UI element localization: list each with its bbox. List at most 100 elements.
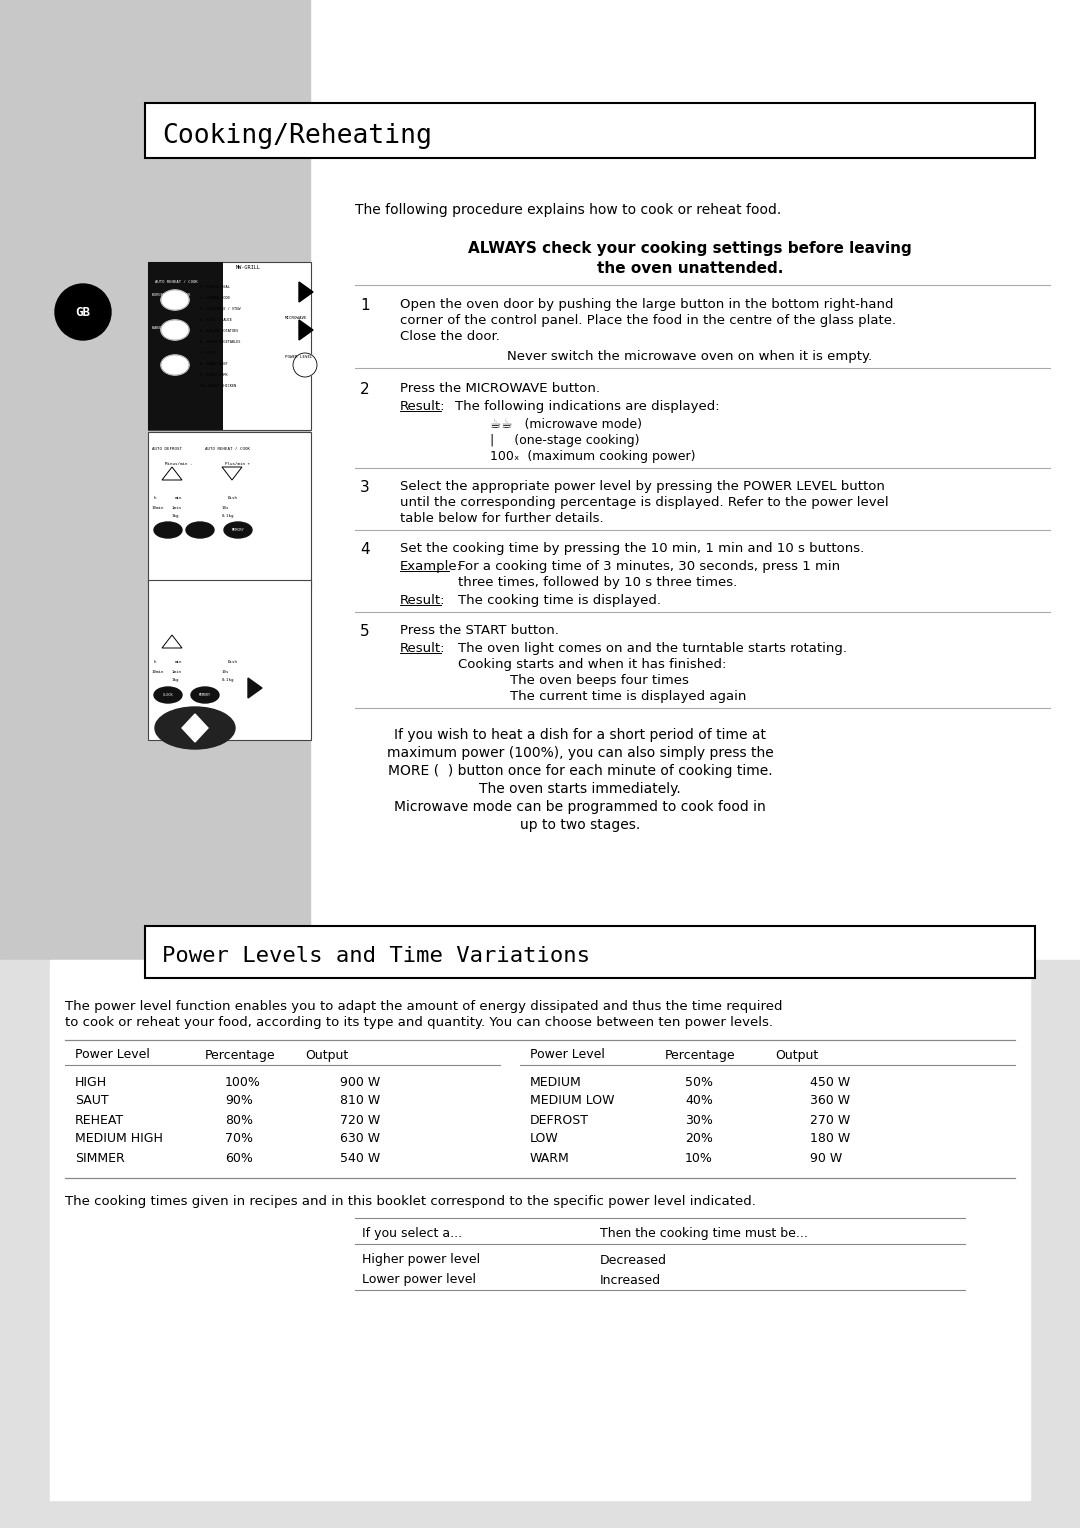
Ellipse shape bbox=[154, 523, 183, 538]
Text: Increased: Increased bbox=[600, 1273, 661, 1287]
Text: h: h bbox=[154, 497, 157, 500]
Text: corner of the control panel. Place the food in the centre of the glass plate.: corner of the control panel. Place the f… bbox=[400, 313, 896, 327]
Text: AUTO DEFROST: AUTO DEFROST bbox=[152, 448, 183, 451]
Text: If you wish to heat a dish for a short period of time at: If you wish to heat a dish for a short p… bbox=[394, 727, 766, 743]
Text: The cooking times given in recipes and in this booklet correspond to the specifi: The cooking times given in recipes and i… bbox=[65, 1195, 756, 1209]
Polygon shape bbox=[162, 636, 183, 648]
Text: ☕☕   (microwave mode): ☕☕ (microwave mode) bbox=[490, 419, 642, 431]
Text: to cook or reheat your food, according to its type and quantity. You can choose : to cook or reheat your food, according t… bbox=[65, 1016, 773, 1028]
Text: MEDIUM HIGH: MEDIUM HIGH bbox=[75, 1132, 163, 1146]
Text: Result:: Result: bbox=[400, 400, 446, 413]
Text: CLOCK: CLOCK bbox=[163, 694, 173, 697]
Text: 8. ROAST BEEF: 8. ROAST BEEF bbox=[200, 362, 228, 367]
Text: SIMMER: SIMMER bbox=[75, 1152, 125, 1164]
Text: 1: 1 bbox=[360, 298, 369, 313]
Text: Lower power level: Lower power level bbox=[362, 1273, 476, 1287]
Text: 90 W: 90 W bbox=[810, 1152, 842, 1164]
Text: AUTO REHEAT / COOK: AUTO REHEAT / COOK bbox=[156, 280, 198, 284]
Text: Power Level: Power Level bbox=[530, 1048, 605, 1062]
Text: 100ₓ  (maximum cooking power): 100ₓ (maximum cooking power) bbox=[490, 451, 696, 463]
Text: Minus/min -: Minus/min - bbox=[165, 461, 192, 466]
Text: The following procedure explains how to cook or reheat food.: The following procedure explains how to … bbox=[355, 203, 781, 217]
Text: Cooking/Reheating: Cooking/Reheating bbox=[162, 122, 432, 150]
Text: Higher power level: Higher power level bbox=[362, 1253, 481, 1267]
Text: 2: 2 bbox=[360, 382, 369, 397]
Text: 270 W: 270 W bbox=[810, 1114, 850, 1126]
Text: h: h bbox=[154, 660, 157, 665]
Text: MORE (  ) button once for each minute of cooking time.: MORE ( ) button once for each minute of … bbox=[388, 764, 772, 778]
Text: the oven unattended.: the oven unattended. bbox=[597, 260, 783, 275]
Text: 6. FRESH VEGETABLES: 6. FRESH VEGETABLES bbox=[200, 341, 241, 344]
Text: 40%: 40% bbox=[685, 1094, 713, 1108]
Text: POWER LEVEL: POWER LEVEL bbox=[285, 354, 312, 359]
Text: up to two stages.: up to two stages. bbox=[519, 817, 640, 833]
Text: Plus/min +: Plus/min + bbox=[225, 461, 249, 466]
Text: Percentage: Percentage bbox=[205, 1048, 275, 1062]
Text: Set the cooking time by pressing the 10 min, 1 min and 10 s buttons.: Set the cooking time by pressing the 10 … bbox=[400, 542, 864, 555]
Text: Dish: Dish bbox=[228, 497, 238, 500]
Text: 810 W: 810 W bbox=[340, 1094, 380, 1108]
Text: The following indications are displayed:: The following indications are displayed: bbox=[455, 400, 719, 413]
Text: 4: 4 bbox=[360, 542, 369, 558]
Text: HIGH: HIGH bbox=[75, 1076, 107, 1088]
Text: The oven light comes on and the turntable starts rotating.: The oven light comes on and the turntabl… bbox=[458, 642, 847, 656]
Text: REHEAT: REHEAT bbox=[75, 1114, 124, 1126]
Text: 1min: 1min bbox=[172, 669, 183, 674]
Circle shape bbox=[55, 284, 111, 341]
Text: AUTO REHEAT / COOK: AUTO REHEAT / COOK bbox=[205, 448, 249, 451]
Text: Microwave mode can be programmed to cook food in: Microwave mode can be programmed to cook… bbox=[394, 801, 766, 814]
Text: Then the cooking time must be...: Then the cooking time must be... bbox=[600, 1227, 808, 1239]
Text: table below for further details.: table below for further details. bbox=[400, 512, 604, 526]
Text: 30%: 30% bbox=[685, 1114, 713, 1126]
Text: 0.1kg: 0.1kg bbox=[222, 513, 234, 518]
Text: Select the appropriate power level by pressing the POWER LEVEL button: Select the appropriate power level by pr… bbox=[400, 480, 885, 494]
Ellipse shape bbox=[161, 319, 189, 341]
Text: 2. CANNED FOOD: 2. CANNED FOOD bbox=[200, 296, 230, 299]
Text: 450 W: 450 W bbox=[810, 1076, 850, 1088]
Text: Dish: Dish bbox=[228, 660, 238, 665]
Text: Decreased: Decreased bbox=[600, 1253, 667, 1267]
Bar bbox=[145, 926, 1035, 978]
Text: SAUT: SAUT bbox=[75, 1094, 109, 1108]
Text: 10s: 10s bbox=[222, 669, 229, 674]
Text: 10s: 10s bbox=[222, 506, 229, 510]
Text: Power Level: Power Level bbox=[75, 1048, 150, 1062]
Ellipse shape bbox=[154, 688, 183, 703]
Text: 1min: 1min bbox=[172, 506, 183, 510]
Ellipse shape bbox=[156, 707, 235, 749]
Text: three times, followed by 10 s three times.: three times, followed by 10 s three time… bbox=[458, 576, 738, 588]
Text: MEDIUM LOW: MEDIUM LOW bbox=[530, 1094, 615, 1108]
Text: MEMORY: MEMORY bbox=[199, 694, 211, 697]
Bar bbox=[0, 0, 135, 1528]
Text: 3: 3 bbox=[360, 480, 369, 495]
Text: min: min bbox=[175, 497, 183, 500]
Text: 0.1kg: 0.1kg bbox=[222, 678, 234, 681]
Text: 10min: 10min bbox=[152, 506, 164, 510]
Text: MEMORY: MEMORY bbox=[231, 529, 244, 532]
Text: 540 W: 540 W bbox=[340, 1152, 380, 1164]
Text: DEFROST: DEFROST bbox=[530, 1114, 589, 1126]
Ellipse shape bbox=[224, 523, 252, 538]
Text: 70%: 70% bbox=[225, 1132, 253, 1146]
Text: Result:: Result: bbox=[400, 594, 446, 607]
Text: MW-GRILL: MW-GRILL bbox=[235, 264, 260, 270]
Text: 360 W: 360 W bbox=[810, 1094, 850, 1108]
Text: 50%: 50% bbox=[685, 1076, 713, 1088]
Text: Never switch the microwave oven on when it is empty.: Never switch the microwave oven on when … bbox=[508, 350, 873, 364]
Text: If you select a...: If you select a... bbox=[362, 1227, 462, 1239]
Text: 9. ROAST PORK: 9. ROAST PORK bbox=[200, 373, 228, 377]
Text: 1kg: 1kg bbox=[172, 678, 179, 681]
Text: Output: Output bbox=[305, 1048, 348, 1062]
Text: WARM: WARM bbox=[530, 1152, 570, 1164]
Text: BURGER/FISH FINGER: BURGER/FISH FINGER bbox=[152, 293, 190, 296]
Text: 10min: 10min bbox=[152, 669, 164, 674]
Text: 1kg: 1kg bbox=[172, 513, 179, 518]
Text: 3. CASSEROLE / STEW: 3. CASSEROLE / STEW bbox=[200, 307, 241, 312]
Text: Cooking starts and when it has finished:: Cooking starts and when it has finished: bbox=[458, 659, 727, 671]
Bar bbox=[50, 960, 1030, 1500]
Bar bbox=[148, 261, 311, 429]
Text: MEDIUM: MEDIUM bbox=[530, 1076, 582, 1088]
Text: 60%: 60% bbox=[225, 1152, 253, 1164]
Polygon shape bbox=[299, 283, 313, 303]
Text: 5. BOILED POTATOES: 5. BOILED POTATOES bbox=[200, 329, 239, 333]
